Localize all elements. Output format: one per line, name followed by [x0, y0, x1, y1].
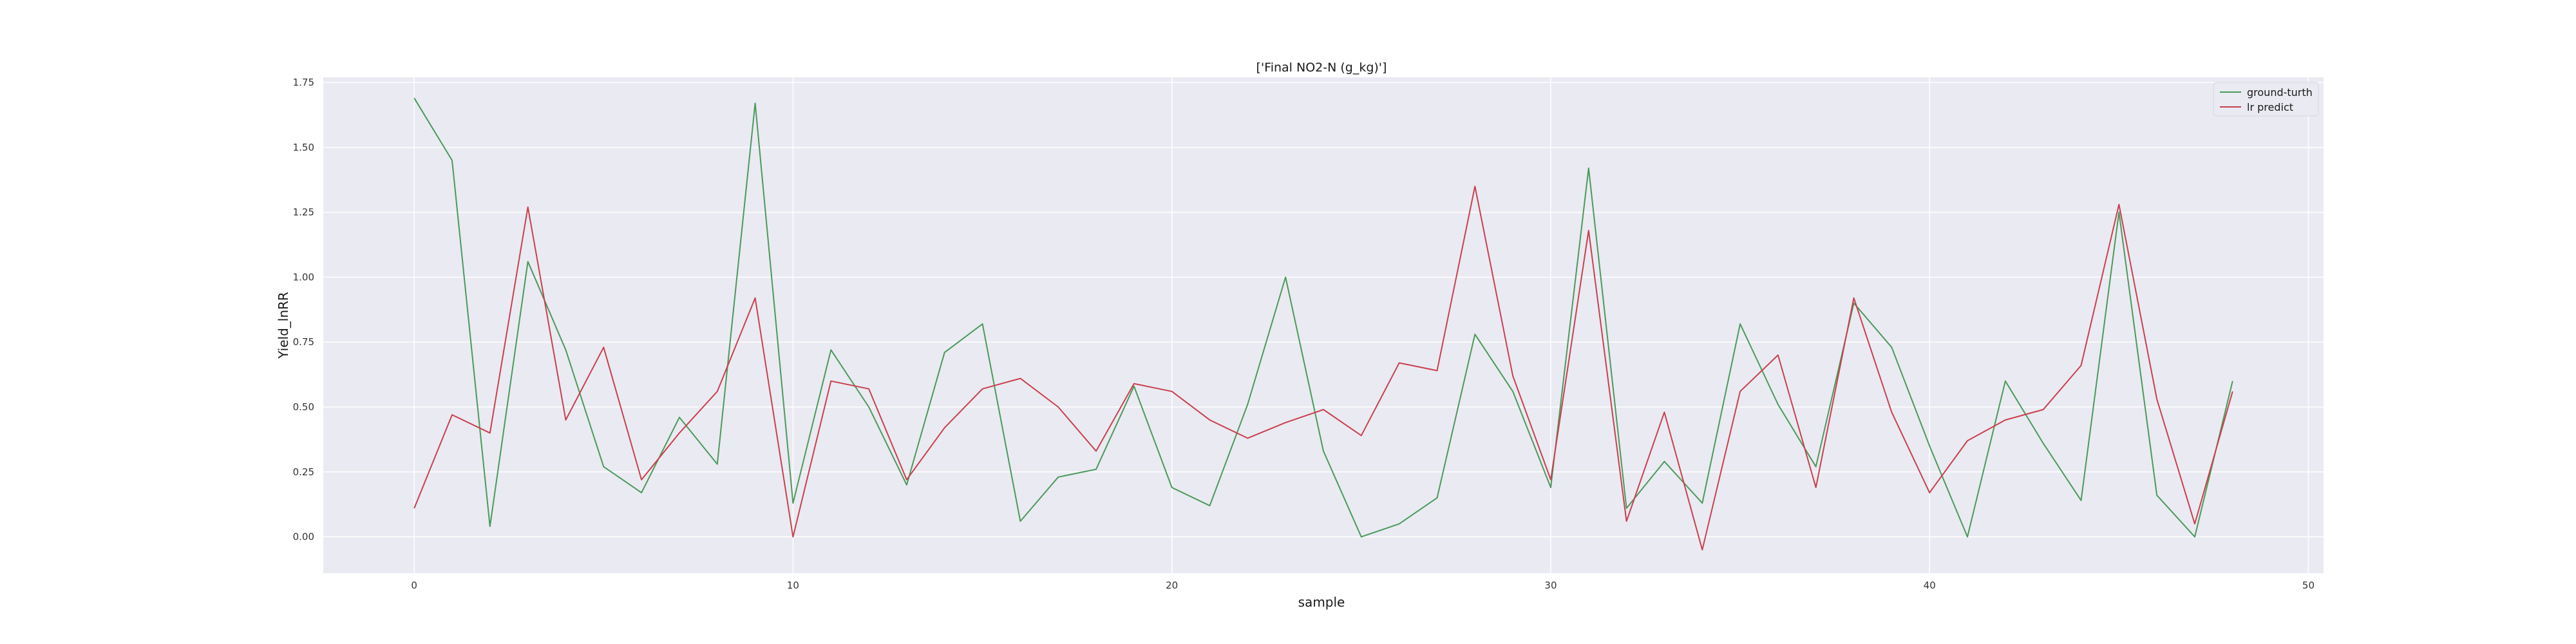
y-tick-label: 1.25 [293, 207, 314, 218]
x-tick-label: 50 [2302, 580, 2315, 591]
y-tick-label: 1.75 [293, 77, 314, 88]
grid-lines [323, 77, 2324, 573]
series-line-lr-predict [413, 185, 2233, 551]
x-tick-label: 10 [787, 580, 799, 591]
series-lines [413, 97, 2233, 551]
y-tick-label: 0.50 [293, 401, 314, 413]
y-tick-label: 0.25 [293, 466, 314, 478]
chart-title: ['Final NO2-N (g_kg)'] [1256, 61, 1387, 75]
x-tick-label: 40 [1924, 580, 1936, 591]
y-axis-label: Yield_lnRR [276, 292, 291, 359]
tick-labels: 0 10 20 30 40 50 0.00 0.25 0.50 0.75 1.00 1.25 1.50 1… [293, 77, 2315, 591]
series-line-ground-turth [413, 97, 2233, 538]
legend-label-ground-turth: ground-turth [2247, 86, 2313, 99]
x-tick-label: 20 [1166, 580, 1178, 591]
x-axis-label: sample [1298, 594, 1345, 610]
y-tick-label: 0.75 [293, 336, 314, 348]
x-tick-label: 0 [411, 580, 417, 591]
y-tick-label: 1.50 [293, 142, 314, 153]
legend: ground-turth lr predict [2213, 82, 2319, 117]
y-tick-label: 1.00 [293, 271, 314, 283]
legend-label-lr-predict: lr predict [2247, 101, 2293, 113]
plot-background [323, 77, 2324, 573]
y-tick-label: 0.00 [293, 531, 314, 543]
x-tick-label: 30 [1544, 580, 1557, 591]
